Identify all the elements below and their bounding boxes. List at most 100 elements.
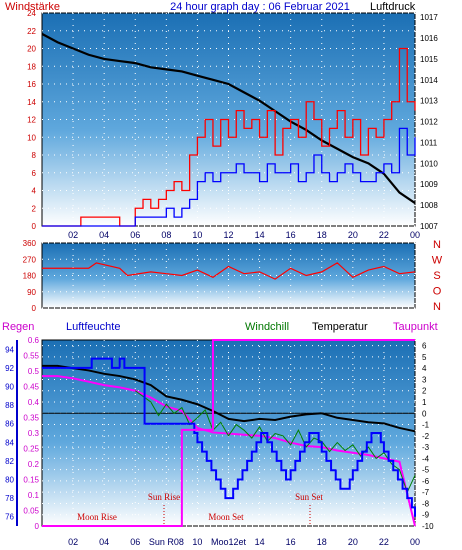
y-tick-label: 14	[27, 98, 36, 107]
temp-tick-label: 6	[422, 342, 427, 351]
humidity-tick-label: 92	[5, 364, 14, 373]
y-tick-label: 1007	[420, 222, 438, 231]
rain-label: Regen	[2, 321, 34, 333]
rain-tick-label: 0.45	[23, 383, 39, 392]
temp-tick-label: -2	[422, 432, 430, 441]
dewpoint-label: Taupunkt	[393, 321, 438, 333]
y-tick-label: 20	[27, 45, 36, 54]
x-tick-label: 10	[192, 230, 202, 240]
temperature-label: Temperatur	[312, 321, 368, 333]
temp-tick-label: 5	[422, 353, 427, 362]
y-tick-label: 4	[32, 187, 37, 196]
temp-tick-label: -9	[422, 511, 430, 520]
temp-tick-label: 0	[422, 409, 427, 418]
rain-tick-label: 0.4	[28, 398, 40, 407]
x-tick-label: 06	[130, 230, 140, 240]
temp-tick-label: 2	[422, 387, 427, 396]
x-tick-label: 00	[410, 230, 420, 240]
y-tick-label: 10	[27, 133, 36, 142]
humidity-label: Luftfeuchte	[66, 321, 120, 333]
rain-tick-label: 0.55	[23, 352, 39, 361]
y-tick-label: 1012	[420, 118, 438, 127]
y-tick-label: 270	[23, 255, 37, 264]
x-tick-label: 06	[130, 537, 140, 547]
y-tick-label: 1015	[420, 55, 438, 64]
y-tick-label: 24	[27, 9, 36, 18]
y-tick-label: 1008	[420, 201, 438, 210]
astro-annotation: Moon Rise	[77, 512, 117, 522]
astro-annotation: Sun Set	[295, 492, 323, 502]
temp-tick-label: -6	[422, 477, 430, 486]
x-tick-label: 16	[286, 537, 296, 547]
temp-tick-label: -4	[422, 454, 430, 463]
y-tick-label: 1016	[420, 34, 438, 43]
rain-tick-label: 0.3	[28, 429, 40, 438]
temp-tick-label: -1	[422, 421, 430, 430]
wind-label: Windstärke	[5, 1, 60, 13]
astro-annotation: Moon Set	[208, 512, 244, 522]
y-tick-label: 1013	[420, 97, 438, 106]
x-tick-label: 04	[99, 537, 109, 547]
x-tick-label: 08	[161, 230, 171, 240]
y-tick-label: 12	[27, 116, 36, 125]
rain-tick-label: 0.2	[28, 460, 40, 469]
series-line	[42, 47, 416, 227]
temp-tick-label: 1	[422, 398, 427, 407]
rain-tick-label: 0.15	[23, 476, 39, 485]
series-line	[134, 390, 416, 494]
compass-label: W	[432, 255, 443, 267]
rain-tick-label: 0.1	[28, 491, 40, 500]
temp-tick-label: 3	[422, 375, 427, 384]
y-tick-label: 90	[27, 288, 36, 297]
series-line	[41, 32, 416, 204]
humidity-tick-label: 84	[5, 438, 14, 447]
y-tick-label: 18	[27, 62, 36, 71]
rain-tick-label: 0.35	[23, 414, 39, 423]
y-tick-label: 1009	[420, 180, 438, 189]
x-tick-label: 00	[410, 537, 420, 547]
x-tick-label: 16	[286, 230, 296, 240]
temp-tick-label: 4	[422, 364, 427, 373]
x-tick-label: 22	[379, 537, 389, 547]
compass-label: N	[433, 239, 441, 251]
pressure-label: Luftdruck	[370, 1, 416, 13]
humidity-tick-label: 80	[5, 476, 14, 485]
x-tick-label: 20	[348, 537, 358, 547]
humidity-tick-label: 86	[5, 420, 14, 429]
temp-tick-label: -5	[422, 466, 430, 475]
rain-tick-label: 0.05	[23, 507, 39, 516]
x-tick-label: 22	[379, 230, 389, 240]
temp-tick-label: -3	[422, 443, 430, 452]
x-tick-label: 02	[68, 230, 78, 240]
series-line	[42, 375, 416, 527]
humidity-tick-label: 90	[5, 383, 14, 392]
x-tick-label: Moo12et	[211, 537, 247, 547]
series-line	[42, 262, 416, 280]
humidity-tick-label: 76	[5, 513, 14, 522]
x-tick-label: 14	[255, 230, 265, 240]
chart-title: 24 hour graph day : 06 Februar 2021	[170, 1, 350, 13]
temp-tick-label: -8	[422, 499, 430, 508]
compass-label: O	[433, 286, 442, 298]
rain-tick-label: 0	[35, 522, 40, 531]
x-tick-label: Sun R08	[149, 537, 184, 547]
series-line	[42, 339, 415, 527]
temp-tick-label: -10	[422, 522, 434, 531]
x-tick-label: 10	[192, 537, 202, 547]
series-line	[42, 364, 416, 433]
y-tick-label: 180	[23, 272, 37, 281]
x-tick-label: 20	[348, 230, 358, 240]
temp-tick-label: -7	[422, 488, 430, 497]
humidity-tick-label: 88	[5, 401, 14, 410]
x-tick-label: 18	[317, 230, 327, 240]
y-tick-label: 1011	[420, 138, 438, 147]
rain-tick-label: 0.6	[28, 336, 40, 345]
x-tick-label: 12	[223, 230, 233, 240]
y-tick-label: 22	[27, 27, 36, 36]
rain-tick-label: 0.5	[28, 367, 40, 376]
y-tick-label: 360	[23, 239, 37, 248]
rain-tick-label: 0.25	[23, 445, 39, 454]
y-tick-label: 6	[32, 169, 37, 178]
y-tick-label: 0	[32, 222, 37, 231]
